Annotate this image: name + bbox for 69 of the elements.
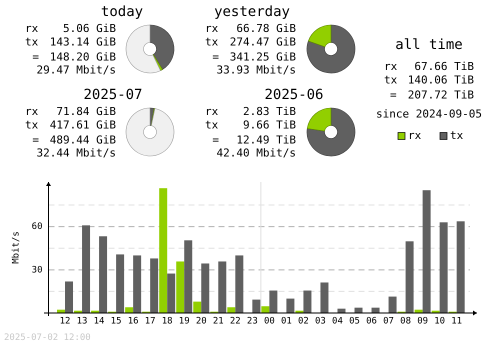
text: =: [212, 50, 220, 64]
x-tick-label: 11: [451, 316, 462, 326]
text: 341.25 GiB: [230, 50, 296, 64]
x-tick-label: 04: [332, 316, 343, 326]
text: 2.83 TiB: [243, 105, 296, 118]
chart-title: 2025-06: [264, 86, 324, 103]
text: 67.66 TiB: [414, 60, 474, 74]
x-tick-label: 13: [76, 316, 88, 326]
x-tick-label: 16: [128, 316, 139, 326]
text: 489.44 GiB: [50, 134, 116, 147]
x-tick-label: 20: [196, 316, 207, 326]
x-tick-label: 12: [60, 316, 70, 326]
text: 71.84 GiB: [56, 105, 116, 118]
x-tick-label: 17: [144, 316, 156, 326]
text: =: [32, 50, 40, 64]
x-tick-label: 14: [94, 316, 104, 326]
text: 143.14 GiB: [50, 36, 116, 49]
text: 66.78 GiB: [236, 22, 296, 36]
x-tick-label: 18: [162, 316, 173, 326]
x-tick-label: 10: [434, 316, 446, 326]
text: tx: [25, 36, 39, 49]
text: 417.61 GiB: [50, 118, 116, 132]
text: tx: [25, 118, 39, 132]
text: tx: [205, 36, 219, 49]
text: rx: [25, 22, 39, 36]
text: all time: [395, 36, 463, 53]
text: 32.44 Mbit/s: [36, 146, 116, 160]
x-tick-label: 22: [230, 316, 241, 326]
y-axis-title: Mbit/s: [11, 231, 22, 264]
text: tx: [384, 74, 398, 87]
x-tick-label: 19: [178, 316, 190, 326]
y-tick-label: 60: [32, 222, 42, 232]
x-tick-label: 06: [366, 316, 377, 326]
text: 12.49 TiB: [236, 134, 296, 147]
legend-label: tx: [450, 129, 464, 142]
x-tick-label: 03: [315, 316, 326, 326]
x-tick-label: 01: [280, 316, 292, 326]
legend-label: rx: [408, 129, 422, 142]
text: tx: [205, 118, 219, 132]
text: =: [212, 134, 220, 147]
text: rx: [25, 105, 39, 118]
text: =: [390, 88, 397, 102]
text: 33.93 Mbit/s: [216, 64, 296, 77]
text: 148.20 GiB: [50, 50, 116, 64]
x-tick-label: 07: [383, 316, 394, 326]
x-tick-label: 21: [212, 316, 224, 326]
text: 9.66 TiB: [243, 118, 296, 132]
chart-title: today: [100, 4, 144, 20]
x-tick-label: 02: [298, 316, 309, 326]
text: rx: [205, 105, 219, 118]
chart-title: 2025-07: [83, 86, 143, 103]
text: rx: [205, 22, 219, 36]
x-tick-label: 00: [264, 316, 275, 326]
text: rx: [384, 60, 398, 74]
x-tick-label: 05: [349, 316, 360, 326]
x-tick-label: 23: [246, 316, 258, 326]
text: 207.72 TiB: [408, 88, 474, 102]
text: 140.06 TiB: [408, 74, 474, 87]
x-tick-label: 15: [110, 316, 122, 326]
x-tick-label: 08: [400, 316, 412, 326]
text: 29.47 Mbit/s: [36, 64, 116, 77]
text: =: [32, 134, 40, 147]
text: 5.06 GiB: [63, 22, 116, 36]
text: 42.40 Mbit/s: [216, 146, 296, 160]
x-tick-label: 09: [417, 316, 428, 326]
y-tick-label: 30: [32, 265, 42, 276]
text: since 2024-09-05: [376, 108, 482, 121]
chart-title: yesterday: [214, 4, 290, 20]
text: 274.47 GiB: [230, 36, 296, 49]
